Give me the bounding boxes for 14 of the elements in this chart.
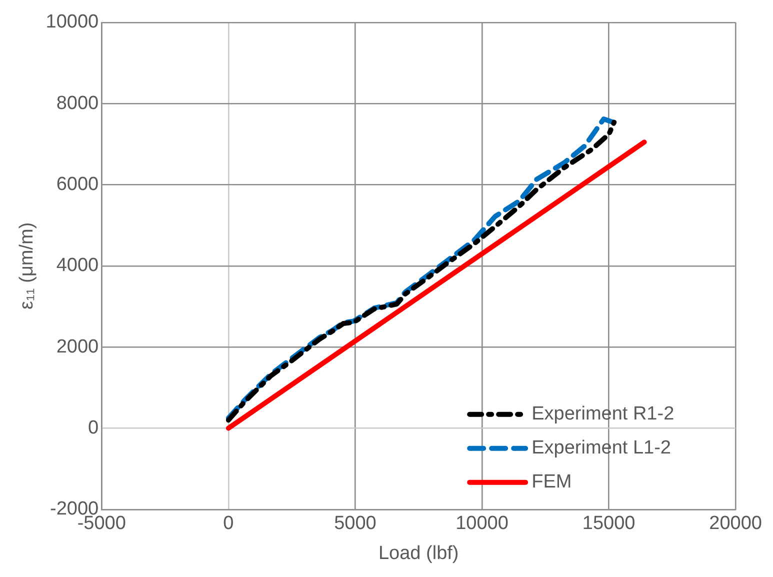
- y-tick-label: 10000: [46, 12, 99, 33]
- x-tick-label: 5000: [334, 513, 376, 534]
- legend-label: FEM: [532, 472, 572, 493]
- y-tick-label: 6000: [56, 174, 99, 195]
- x-tick-label: 0: [223, 513, 234, 534]
- x-tick-label: 15000: [582, 513, 636, 534]
- x-axis-title: Load (lbf): [378, 542, 459, 564]
- x-tick-label: 10000: [456, 513, 508, 534]
- y-tick-label: 2000: [56, 336, 99, 358]
- y-tick-label: 8000: [56, 92, 99, 114]
- y-tick-label: 4000: [56, 255, 99, 276]
- y-tick-label: 0: [88, 417, 99, 438]
- x-tick-label: 20000: [709, 513, 762, 534]
- y-axis-title: ε₁₁ (μm/m): [16, 222, 38, 310]
